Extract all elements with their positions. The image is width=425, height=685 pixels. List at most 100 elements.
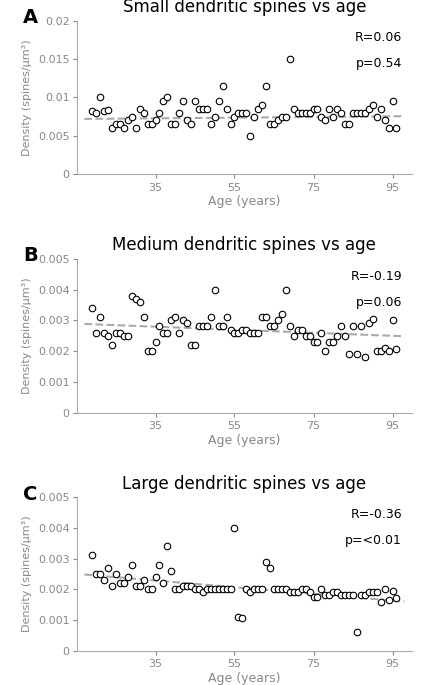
Point	[373, 345, 380, 356]
Point	[385, 595, 392, 606]
Point	[314, 591, 321, 602]
Point	[334, 587, 340, 598]
Point	[381, 115, 388, 126]
X-axis label: Age (years): Age (years)	[208, 434, 280, 447]
Point	[322, 115, 329, 126]
Point	[266, 119, 273, 129]
Point	[389, 315, 396, 326]
Point	[227, 324, 234, 335]
Point	[101, 105, 108, 116]
Point	[330, 111, 337, 122]
Point	[132, 581, 139, 592]
Point	[377, 103, 384, 114]
Point	[113, 327, 119, 338]
Point	[298, 584, 305, 595]
Point	[361, 351, 368, 362]
Point	[152, 115, 159, 126]
Point	[227, 584, 234, 595]
Point	[310, 103, 317, 114]
Point	[168, 565, 175, 576]
Point	[231, 522, 238, 533]
Point	[140, 108, 147, 119]
Y-axis label: Density (spines/μm³): Density (spines/μm³)	[23, 39, 32, 155]
Point	[93, 327, 99, 338]
Point	[377, 596, 384, 607]
Point	[109, 339, 116, 350]
Text: R=0.06: R=0.06	[355, 32, 402, 45]
Point	[192, 339, 198, 350]
Point	[334, 103, 340, 114]
Point	[255, 584, 262, 595]
Point	[207, 584, 214, 595]
Point	[164, 540, 171, 551]
Point	[302, 330, 309, 341]
Point	[366, 318, 372, 329]
Point	[97, 92, 104, 103]
Point	[294, 587, 301, 598]
Point	[148, 345, 155, 356]
Point	[334, 330, 340, 341]
Point	[132, 123, 139, 134]
Point	[377, 345, 384, 356]
Point	[286, 587, 293, 598]
Point	[290, 587, 297, 598]
Point	[128, 290, 135, 301]
Point	[338, 321, 345, 332]
Point	[235, 327, 242, 338]
Title: Large dendritic spines vs age: Large dendritic spines vs age	[122, 475, 366, 493]
Point	[393, 593, 400, 604]
Point	[239, 613, 246, 624]
Point	[306, 108, 313, 119]
Point	[156, 321, 163, 332]
Point	[381, 342, 388, 353]
Point	[152, 336, 159, 347]
Point	[393, 123, 400, 134]
Point	[116, 327, 123, 338]
X-axis label: Age (years): Age (years)	[208, 195, 280, 208]
Point	[350, 108, 357, 119]
Point	[294, 108, 301, 119]
Point	[275, 315, 281, 326]
Point	[259, 99, 266, 110]
Point	[373, 587, 380, 598]
Text: R=-0.36: R=-0.36	[351, 508, 402, 521]
Point	[223, 584, 230, 595]
Point	[101, 327, 108, 338]
Point	[105, 562, 111, 573]
Point	[132, 293, 139, 304]
Point	[97, 312, 104, 323]
Point	[243, 584, 250, 595]
Point	[381, 584, 388, 595]
Y-axis label: Density (spines/μm³): Density (spines/μm³)	[22, 277, 32, 394]
Point	[286, 321, 293, 332]
Point	[184, 318, 190, 329]
Point	[180, 581, 187, 592]
Point	[140, 575, 147, 586]
Point	[283, 284, 289, 295]
Point	[168, 315, 175, 326]
Point	[326, 336, 333, 347]
Point	[318, 584, 325, 595]
Point	[116, 119, 123, 129]
Point	[101, 575, 108, 586]
Point	[196, 103, 202, 114]
Point	[302, 108, 309, 119]
Point	[215, 321, 222, 332]
Point	[247, 130, 254, 141]
Point	[144, 119, 151, 129]
Point	[223, 312, 230, 323]
Point	[346, 119, 352, 129]
Point	[350, 321, 357, 332]
Y-axis label: Density (spines/μm³): Density (spines/μm³)	[22, 516, 32, 632]
Text: A: A	[23, 8, 38, 27]
Point	[148, 119, 155, 129]
Point	[199, 103, 206, 114]
Point	[180, 315, 187, 326]
Point	[330, 587, 337, 598]
Point	[192, 96, 198, 107]
Point	[275, 584, 281, 595]
Point	[219, 80, 226, 91]
Point	[306, 330, 313, 341]
Point	[263, 556, 269, 567]
Text: p=0.06: p=0.06	[356, 296, 402, 309]
